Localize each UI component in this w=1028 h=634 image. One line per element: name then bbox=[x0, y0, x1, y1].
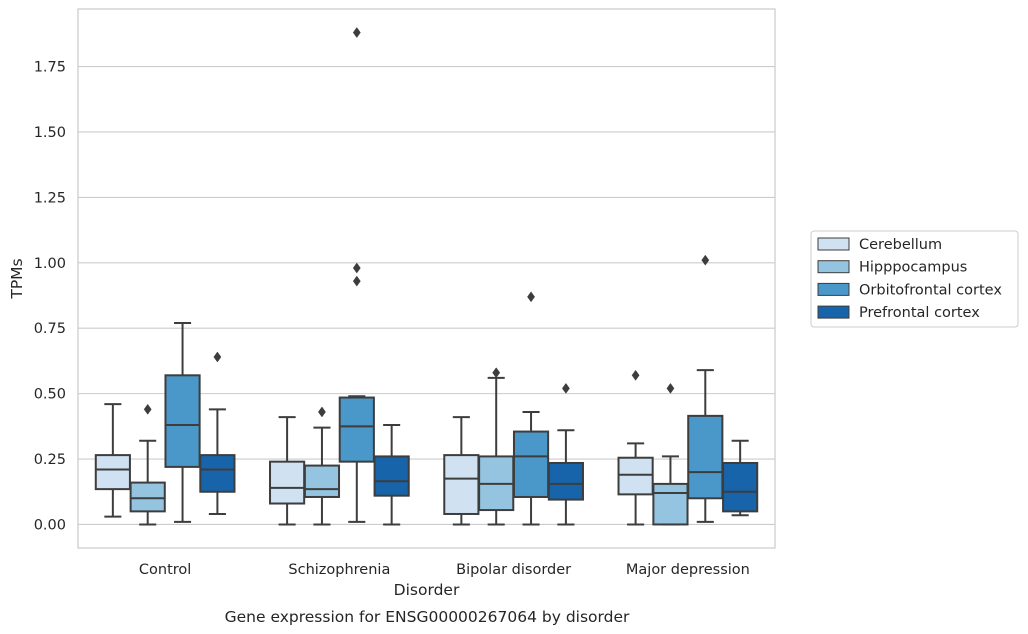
legend-label: Prefrontal cortex bbox=[859, 305, 980, 321]
legend-frame bbox=[810, 230, 1019, 328]
box-iqr bbox=[129, 481, 166, 513]
outlier-point bbox=[143, 403, 152, 415]
legend: Cerebellum Hipppocampus Orbitofrontal cort… bbox=[810, 230, 1019, 328]
x-axis-label: Disorder bbox=[394, 581, 460, 599]
legend-swatch bbox=[817, 282, 850, 296]
legend-item: Cerebellum bbox=[817, 237, 942, 253]
outlier-point bbox=[492, 367, 501, 379]
legend-item: Prefrontal cortex bbox=[817, 305, 980, 321]
y-axis-ticks: 0.00 0.25 0.50 0.75 1.00 1.25 1.50 1.75 bbox=[34, 60, 66, 534]
x-tick-label: Major depression bbox=[626, 562, 750, 578]
box-iqr bbox=[373, 455, 410, 497]
outlier-point bbox=[631, 369, 640, 381]
x-tick-label: Schizophrenia bbox=[288, 562, 390, 578]
outlier-point bbox=[561, 382, 570, 394]
box-element bbox=[478, 367, 515, 526]
box-element bbox=[94, 403, 131, 518]
box-element bbox=[652, 382, 689, 526]
legend-label: Hipppocampus bbox=[859, 260, 967, 276]
box-iqr bbox=[199, 454, 236, 493]
series-prefrontal-cortex bbox=[199, 351, 759, 526]
box-element bbox=[164, 321, 201, 523]
outlier-point bbox=[527, 291, 535, 303]
outlier-point bbox=[666, 382, 675, 394]
y-tick-label: 1.50 bbox=[34, 125, 66, 141]
legend-item: Hipppocampus bbox=[817, 260, 967, 276]
box-element bbox=[443, 416, 480, 526]
box-element bbox=[269, 416, 306, 526]
box-element bbox=[129, 403, 166, 526]
chart-caption: Gene expression for ENSG00000267064 by d… bbox=[225, 608, 630, 626]
box-iqr bbox=[652, 482, 689, 526]
box-element bbox=[617, 369, 654, 526]
box-iqr bbox=[269, 460, 306, 505]
box-iqr bbox=[617, 456, 654, 496]
box-element bbox=[687, 254, 724, 523]
box-element bbox=[373, 424, 410, 526]
box-element bbox=[722, 439, 759, 517]
outlier-point bbox=[701, 254, 710, 266]
y-axis-label: TPMs bbox=[8, 258, 26, 299]
box-iqr bbox=[94, 454, 131, 491]
x-tick-label: Bipolar disorder bbox=[456, 562, 571, 578]
x-axis-ticks: Control Schizophrenia Bipolar disorder Majo… bbox=[139, 562, 750, 578]
box-plot-series bbox=[94, 27, 759, 526]
x-tick-label: Control bbox=[139, 562, 191, 578]
box-element bbox=[512, 291, 550, 526]
y-tick-label: 1.25 bbox=[34, 190, 66, 206]
series-orbitofrontal-cortex bbox=[164, 27, 724, 526]
y-tick-label: 1.00 bbox=[34, 256, 66, 272]
box-iqr bbox=[443, 454, 480, 515]
box-iqr bbox=[338, 396, 375, 463]
box-element bbox=[338, 27, 375, 523]
outlier-point bbox=[352, 275, 361, 287]
box-iqr bbox=[164, 374, 201, 468]
legend-swatch bbox=[817, 260, 850, 274]
legend-item: Orbitofrontal cortex bbox=[817, 282, 1002, 298]
series-hipppocampus bbox=[129, 367, 689, 526]
box-element bbox=[547, 382, 584, 526]
outlier-point bbox=[352, 262, 361, 274]
box-element bbox=[303, 406, 341, 526]
legend-swatch bbox=[817, 305, 850, 319]
series-cerebellum bbox=[94, 369, 654, 526]
legend-label: Orbitofrontal cortex bbox=[859, 282, 1002, 298]
y-tick-label: 0.25 bbox=[34, 452, 66, 468]
plot-frame bbox=[77, 8, 776, 549]
box-iqr bbox=[303, 464, 341, 498]
y-tick-label: 1.75 bbox=[34, 60, 66, 76]
box-iqr bbox=[722, 461, 759, 513]
outlier-point bbox=[318, 406, 326, 418]
y-tick-label: 0.00 bbox=[34, 517, 66, 533]
legend-label: Cerebellum bbox=[859, 237, 942, 253]
outlier-point bbox=[213, 351, 222, 363]
legend-swatch bbox=[817, 237, 850, 251]
box-iqr bbox=[547, 461, 584, 501]
box-iqr bbox=[687, 414, 724, 500]
box-element bbox=[199, 351, 236, 515]
box-iqr bbox=[512, 430, 550, 498]
outlier-point bbox=[352, 27, 361, 38]
y-tick-label: 0.50 bbox=[34, 387, 66, 403]
y-tick-label: 0.75 bbox=[34, 321, 66, 337]
